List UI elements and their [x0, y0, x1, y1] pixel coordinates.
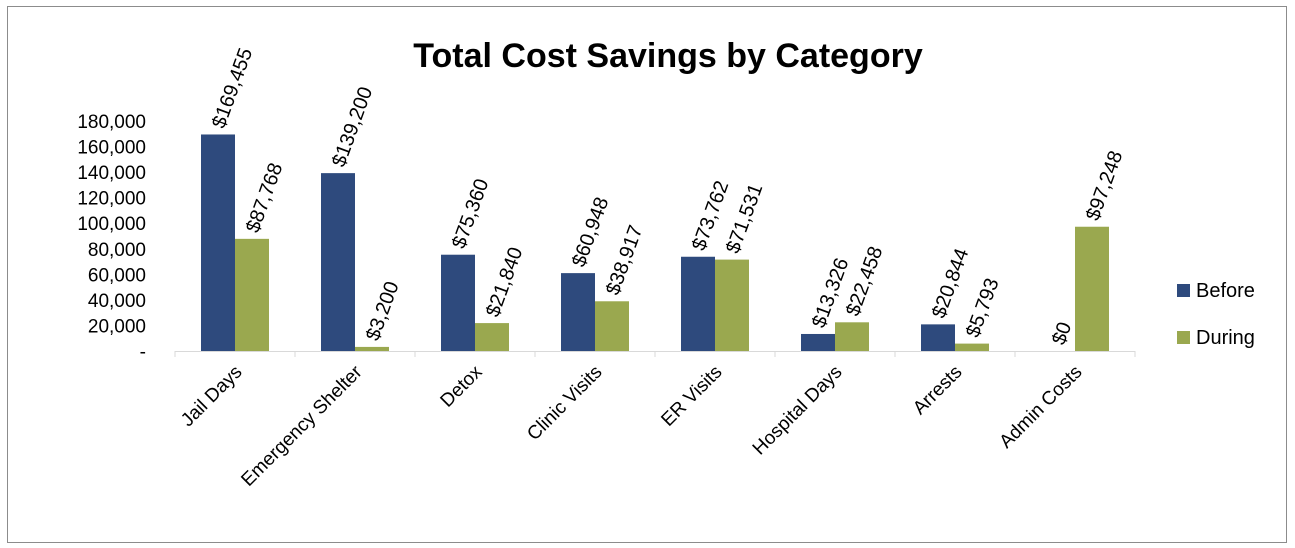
chart-title: Total Cost Savings by Category [413, 37, 923, 75]
data-label-during: $3,200 [362, 279, 404, 344]
data-label-before: $60,948 [568, 194, 613, 269]
x-category-label: Emergency Shelter [237, 361, 367, 491]
legend: Before During [1177, 280, 1255, 349]
x-category-label: Detox [437, 361, 487, 411]
x-category-label: Arrests [909, 362, 966, 419]
y-tick-label: 40,000 [88, 291, 146, 312]
bar-before [801, 333, 835, 351]
bar-during [835, 322, 869, 351]
y-tick-label: 140,000 [77, 163, 146, 184]
bar-during [355, 346, 389, 351]
bar-during [955, 343, 989, 351]
legend-swatch-before [1177, 284, 1190, 297]
x-category-label: Jail Days [177, 362, 246, 431]
bars [201, 134, 1109, 351]
bar-before [201, 134, 235, 351]
bar-during [475, 323, 509, 351]
bar-before [921, 324, 955, 351]
data-label-during: $22,458 [842, 244, 887, 319]
data-label-before: $169,455 [208, 45, 257, 131]
bar-before [681, 256, 715, 351]
y-tick-label: 60,000 [88, 265, 146, 286]
y-tick-label: 80,000 [88, 240, 146, 261]
bar-during [1075, 226, 1109, 351]
legend-label-during: During [1196, 327, 1255, 349]
bar-before [561, 273, 595, 351]
data-label-during: $87,768 [242, 160, 287, 235]
data-label-during: $21,840 [482, 244, 527, 319]
data-label-during: $97,248 [1082, 148, 1127, 223]
x-category-label: Admin Costs [996, 362, 1087, 453]
bar-before [321, 173, 355, 351]
x-category-label: Hospital Days [749, 362, 847, 460]
data-label-during: $5,793 [962, 275, 1004, 340]
y-tick-label: 120,000 [77, 189, 146, 210]
data-label-before: $75,360 [448, 176, 493, 251]
y-tick-label: 160,000 [77, 138, 146, 159]
y-tick-label: 100,000 [77, 214, 146, 235]
x-category-label: ER Visits [657, 362, 726, 431]
legend-swatch-during [1177, 331, 1190, 344]
y-tick-label: 20,000 [88, 316, 146, 337]
bar-during [595, 301, 629, 351]
bar-during [715, 259, 749, 351]
legend-label-before: Before [1196, 280, 1255, 302]
data-label-before: $139,200 [328, 84, 377, 170]
bar-during [235, 238, 269, 351]
y-tick-label: 180,000 [77, 112, 146, 133]
data-label-during: $38,917 [602, 223, 647, 298]
y-tick-label: - [140, 342, 146, 363]
data-label-before: $20,844 [928, 246, 973, 321]
bar-before [441, 254, 475, 351]
y-axis: - 20,000 40,000 60,000 80,000 100,000 120,000 1… [77, 112, 146, 363]
data-label-before: $13,326 [808, 255, 853, 330]
data-label-before: $0 [1048, 319, 1076, 347]
x-category-label: Clinic Visits [523, 362, 606, 445]
